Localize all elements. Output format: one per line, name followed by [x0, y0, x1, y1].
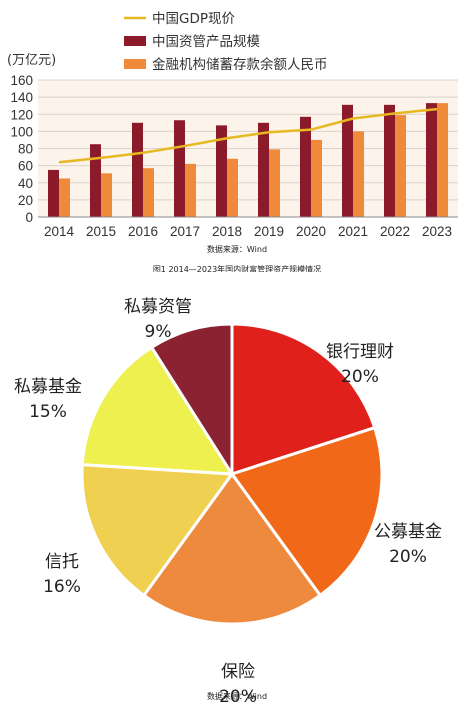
bar-chart-source: 数据来源：Wind [207, 244, 267, 254]
y-tick-label: 60 [18, 159, 33, 174]
bar-chart-caption: 图1 2014—2023年国内财富管理资产规模情况 [153, 264, 321, 272]
pie-slice-percent: 20% [389, 547, 427, 567]
x-tick-label: 2022 [380, 224, 410, 239]
y-tick-label: 40 [18, 176, 33, 191]
bar-deposit [311, 139, 322, 217]
pie-slice-percent: 20% [341, 367, 379, 387]
bar-deposit [101, 173, 112, 217]
gdp-line [58, 107, 438, 164]
pie-slice-label: 保险 [221, 662, 255, 682]
y-tick-label: 0 [25, 210, 33, 225]
pie-slice-percent: 15% [29, 402, 67, 422]
x-tick-label: 2016 [128, 224, 158, 239]
pie-slice-percent: 20% [219, 687, 257, 707]
x-tick-label: 2018 [212, 224, 242, 239]
bar-aum [48, 169, 59, 217]
y-axis-unit-label: (万亿元) [7, 53, 56, 68]
bar-deposit [59, 178, 70, 217]
bar-deposit [269, 149, 280, 217]
pie-slice [80, 345, 235, 476]
gdp-line-series [58, 107, 438, 164]
x-tick-label: 2019 [254, 224, 284, 239]
bar-aum [174, 120, 185, 217]
pie-slice [141, 471, 323, 626]
x-tick-label: 2017 [170, 224, 200, 239]
legend-label: 中国GDP现价 [152, 11, 235, 27]
pie-slice-label: 私募基金 [14, 377, 82, 397]
x-tick-label: 2020 [296, 224, 326, 239]
pie-chart-source: 数据来源：Wind [207, 691, 267, 701]
pie-slice-percent: 16% [43, 577, 81, 597]
bar-deposit [395, 115, 406, 217]
bar-aum [426, 103, 437, 217]
x-tick-label: 2023 [422, 224, 452, 239]
bar-aum [342, 104, 353, 217]
y-axis-ticks: 0 20 40 60 80 100 120 140 160 [10, 73, 33, 225]
pie-slice-label: 信托 [45, 552, 79, 572]
pie-slice-label: 银行理财 [326, 342, 394, 362]
y-tick-label: 160 [10, 73, 33, 88]
pie-slices [80, 322, 384, 626]
pie-slice [80, 462, 235, 598]
bar-deposit [437, 103, 448, 217]
bar-deposit [143, 168, 154, 217]
legend-label: 金融机构储蓄存款余额人民币 [152, 56, 328, 73]
x-axis-ticks: 2014 2015 2016 2017 2018 2019 2020 2021 2022 2023 [44, 224, 452, 239]
y-tick-label: 80 [18, 142, 33, 157]
bar-aum [258, 122, 269, 217]
bar-aum [90, 144, 101, 217]
bar-series [48, 103, 448, 217]
pie-slice [149, 322, 234, 480]
bar-aum [300, 116, 311, 217]
pie-slice-label: 公募基金 [374, 522, 442, 542]
pie-slice [229, 425, 384, 598]
pie-slice-percent: 9% [145, 322, 172, 342]
pie-slice [230, 322, 377, 477]
pie-chart: 银行理财 20% 公募基金 20% 保险 20% 信托 16% 私募基金 15% 私募资管 9% 数据… [14, 297, 442, 707]
y-tick-label: 20 [18, 193, 33, 208]
legend-label: 中国资管产品规模 [152, 34, 260, 50]
bar-deposit [185, 163, 196, 217]
bar-aum [132, 122, 143, 217]
bar-deposit [353, 131, 364, 217]
legend-swatch [124, 36, 146, 46]
y-tick-label: 140 [10, 90, 33, 105]
pie-slice-label: 私募资管 [124, 297, 192, 317]
y-tick-label: 100 [10, 124, 33, 139]
x-tick-label: 2021 [338, 224, 368, 239]
y-tick-label: 120 [10, 107, 33, 122]
x-tick-label: 2014 [44, 224, 75, 239]
bar-aum [384, 104, 395, 217]
bar-aum [216, 125, 227, 217]
x-tick-label: 2015 [86, 224, 116, 239]
pie-labels: 银行理财 20% 公募基金 20% 保险 20% 信托 16% 私募基金 15% 私募资管 9% [14, 297, 442, 707]
legend-swatch [124, 59, 146, 69]
bar-deposit [227, 158, 238, 217]
